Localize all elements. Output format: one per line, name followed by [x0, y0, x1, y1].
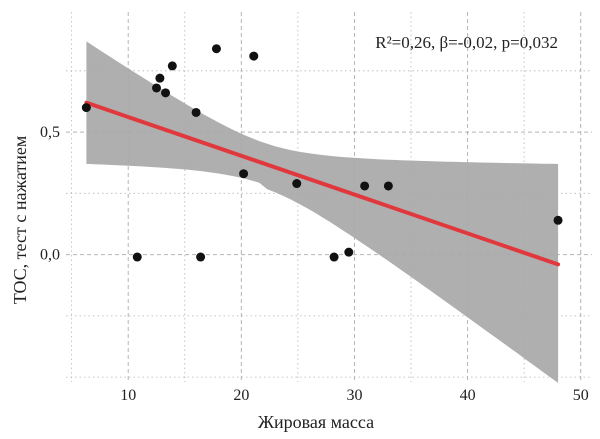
- y-tick-label: 0,5: [40, 124, 60, 141]
- x-tick-label: 40: [460, 387, 476, 404]
- stats-annotation: R²=0,26, β=-0,02, p=0,032: [375, 33, 558, 52]
- data-point: [211, 44, 221, 54]
- regression-line: [84, 100, 561, 267]
- x-tick-label: 50: [573, 387, 589, 404]
- x-tick-label: 10: [120, 387, 136, 404]
- x-axis-label: Жировая масса: [258, 412, 374, 432]
- x-tick-labels: 10 20 30 40 50: [120, 387, 588, 404]
- y-axis-label: ТОС, тест с нажатием: [10, 136, 30, 305]
- y-tick-label: 0,0: [40, 247, 60, 264]
- data-point: [151, 83, 161, 93]
- data-point: [239, 169, 249, 179]
- data-point: [132, 252, 142, 262]
- data-points: [81, 44, 563, 262]
- x-tick-label: 30: [346, 387, 362, 404]
- data-point: [161, 88, 171, 98]
- data-point: [196, 252, 206, 262]
- data-point: [329, 252, 339, 262]
- data-point: [167, 61, 177, 71]
- data-point: [155, 73, 165, 83]
- data-point: [383, 181, 393, 191]
- data-point: [360, 181, 370, 191]
- data-point: [292, 179, 302, 189]
- data-point: [249, 51, 259, 61]
- confidence-band: [86, 41, 559, 383]
- x-tick-label: 20: [233, 387, 249, 404]
- y-tick-labels: 0,0 0,5: [40, 124, 60, 264]
- data-point: [191, 107, 201, 117]
- data-point: [553, 215, 563, 225]
- data-point: [81, 103, 91, 113]
- data-point: [344, 247, 354, 257]
